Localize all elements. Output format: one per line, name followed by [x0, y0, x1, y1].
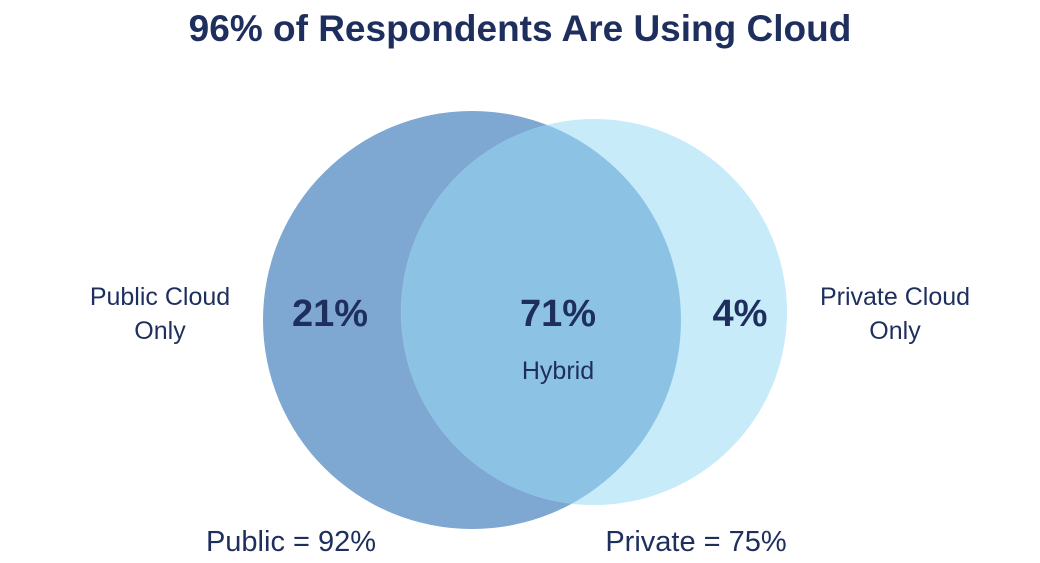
- public-only-value: 21%: [291, 293, 369, 335]
- private-only-label: Private Cloud Only: [819, 283, 971, 345]
- hybrid-label: Hybrid: [521, 357, 595, 385]
- hybrid-value: 71%: [519, 293, 597, 335]
- public-only-label: Public Cloud Only: [89, 283, 231, 345]
- private-only-value: 4%: [712, 293, 768, 335]
- hybrid-intersection: [401, 119, 681, 505]
- chart-title: 96% of Respondents Are Using Cloud: [188, 8, 852, 49]
- public-total: Public = 92%: [205, 526, 377, 558]
- private-total: Private = 75%: [605, 526, 787, 558]
